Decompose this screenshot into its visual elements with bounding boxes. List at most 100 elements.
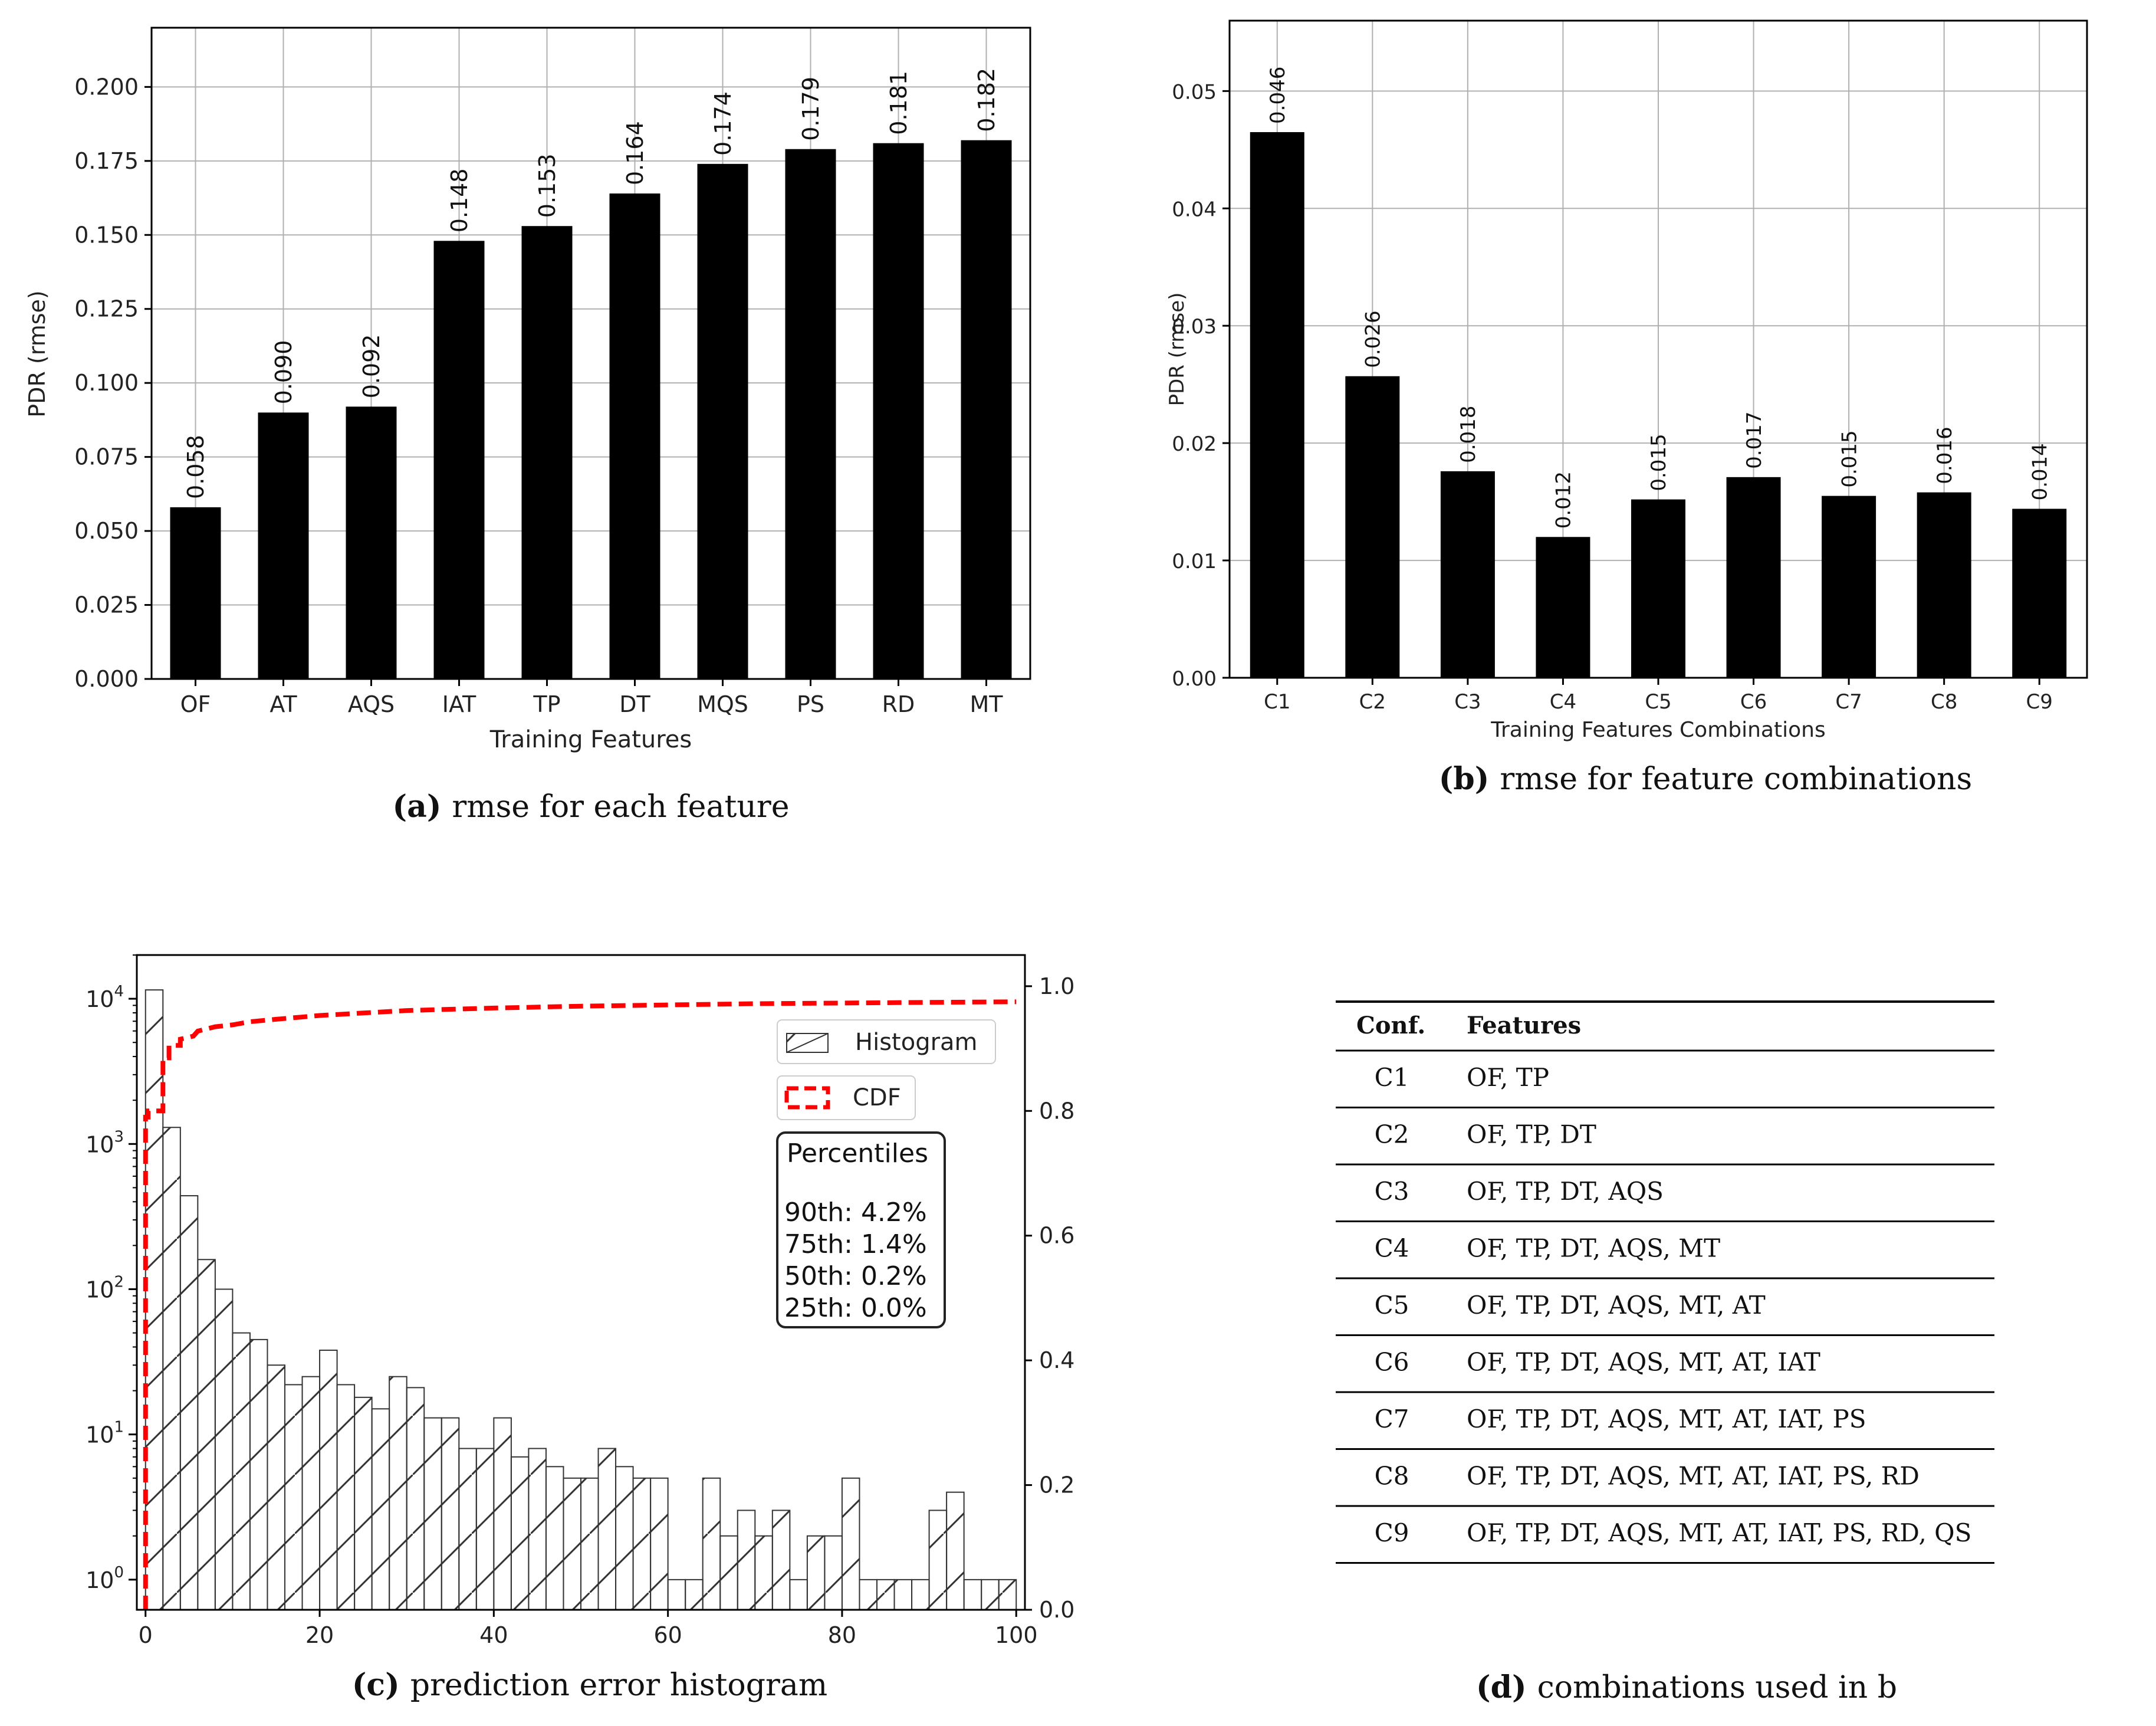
histogram-bar [179,1195,199,1610]
table-cell-features: OF, TP, DT, AQS, MT, AT [1467,1291,1766,1320]
a-bar-TP [521,226,573,680]
a-y-tick-label: 0.125 [74,296,139,322]
histogram-bar [214,1288,234,1610]
panel-b-caption: (b) rmse for feature combinations [1439,761,1972,797]
histogram-bar [719,1535,738,1610]
histogram-bar [528,1448,547,1610]
a-bar-RD [873,143,924,679]
a-x-tick-label-IAT: IAT [442,691,476,717]
a-bar-OF [170,507,221,679]
a-x-tick-label-OF: OF [180,691,211,717]
histogram-bar [615,1466,634,1610]
panel-b-y-axis-label: PDR (rmse) [1165,293,1189,406]
table-d-caption-label: (d) [1476,1669,1527,1705]
legend-cdf-swatch [784,1086,830,1110]
a-bar-MT [961,140,1012,679]
b-value-label-C9: 0.014 [2028,443,2052,500]
a-bar-MQS [697,163,748,679]
tick-exponent: 3 [114,1128,124,1146]
tick-base: 10 [86,1422,114,1448]
a-value-label-MT: 0.182 [974,68,1000,132]
panel-c-right-y-tick-label: 0.8 [1039,1098,1074,1124]
b-bar-C6 [1726,477,1781,678]
table-cell-conf: C5 [1375,1291,1409,1320]
panel-c-right-y-tick-label: 0.2 [1039,1472,1074,1498]
panel-b-caption-text: rmse for feature combinations [1500,762,1972,797]
percentile-75th: 75th: 1.4% [784,1229,927,1259]
panel-c-caption: (c) prediction error histogram [352,1667,827,1703]
a-y-tick-label: 0.000 [74,666,139,692]
table-cell-features: OF, TP, DT, AQS, MT, AT, IAT [1467,1348,1820,1377]
b-bar-C1 [1250,132,1304,678]
table-cell-conf: C7 [1375,1405,1409,1433]
table-d-combinations: Conf. Features C1 OF, TP C2 OF, TP, DT C3 OF,… [1336,1000,1994,1705]
panel-a-value-labels: 0.058 0.090 0.092 0.148 0.153 0.164 0.174 0.179… [183,68,1000,499]
table-d-caption-text: combinations used in b [1537,1670,1897,1705]
b-x-tick-label-C1: C1 [1264,690,1290,714]
histogram-bar [493,1417,512,1610]
panel-c-x-tick-label: 60 [653,1622,682,1648]
histogram-bar [597,1448,617,1610]
histogram-bar [771,1510,791,1610]
b-value-label-C4: 0.012 [1552,471,1576,529]
panel-b-x-ticks: C1 C2 C3 C4 C5 C6 C7 C8 C9 [1264,678,2053,714]
b-bar-C2 [1345,376,1400,678]
b-x-tick-label-C6: C6 [1740,690,1767,714]
panel-b-y-ticks: 0.00 0.01 0.02 0.03 0.04 0.05 [1172,80,1230,691]
b-value-label-C3: 0.018 [1457,406,1480,463]
histogram-bar [144,989,164,1610]
b-bar-C7 [1822,496,1876,678]
histogram-bar [249,1338,268,1610]
histogram-bar [911,1579,930,1610]
histogram-bar [981,1579,1000,1610]
panel-c-caption-label: (c) [352,1667,400,1703]
a-value-label-RD: 0.181 [886,71,912,135]
panel-c-x-tick-label: 40 [479,1622,508,1648]
a-y-tick-label: 0.075 [74,444,139,470]
histogram-bar [336,1384,356,1610]
histogram-bar [963,1579,982,1610]
table-cell-conf: C2 [1375,1120,1409,1149]
a-bar-DT [609,193,660,679]
panel-c-x-tick-label: 20 [305,1622,334,1648]
histogram-bar [806,1535,826,1610]
histogram-bar [301,1376,321,1610]
b-x-tick-label-C4: C4 [1550,690,1576,714]
b-value-label-C6: 0.017 [1743,411,1766,468]
histogram-bar [371,1408,390,1610]
b-bar-C5 [1631,499,1685,678]
b-y-tick-label: 0.04 [1172,198,1217,221]
a-value-label-IAT: 0.148 [446,169,472,233]
b-bar-C8 [1917,492,1971,678]
a-bar-AT [258,412,309,679]
a-value-label-AQS: 0.092 [359,334,384,399]
histogram-bar [389,1376,407,1610]
table-cell-features: OF, TP, DT, AQS, MT, AT, IAT, PS [1467,1405,1866,1433]
histogram-bar [162,1127,181,1610]
table-cell-conf: C4 [1375,1234,1409,1263]
panel-b-bar-chart: 0.046 0.026 0.018 0.012 0.015 0.017 0.015 0.016… [1165,19,2088,797]
table-d-caption: (d) combinations used in b [1476,1669,1897,1705]
table-cell-features: OF, TP [1467,1063,1549,1092]
tick-base: 10 [86,1131,114,1157]
panel-c-left-y-tick-label: 103 [86,1128,124,1157]
panel-c-right-y-tick-label: 0.0 [1039,1597,1074,1623]
histogram-bar [267,1364,285,1610]
histogram-bar [998,1579,1017,1610]
b-x-tick-label-C9: C9 [2026,690,2053,714]
panel-c-left-y-tick-label: 102 [86,1274,124,1303]
a-bar-AQS [346,406,397,679]
percentile-50th: 50th: 0.2% [784,1261,927,1291]
histogram-bar [423,1417,442,1610]
table-cell-features: OF, TP, DT, AQS, MT, AT, IAT, PS, RD, QS [1467,1518,1971,1547]
histogram-bar [232,1332,251,1610]
histogram-bar [545,1466,564,1610]
histogram-bar [824,1535,843,1610]
histogram-bar [876,1579,895,1610]
a-y-tick-label: 0.150 [74,222,139,248]
table-header-conf: Conf. [1356,1012,1425,1039]
a-x-tick-label-AQS: AQS [348,691,395,717]
